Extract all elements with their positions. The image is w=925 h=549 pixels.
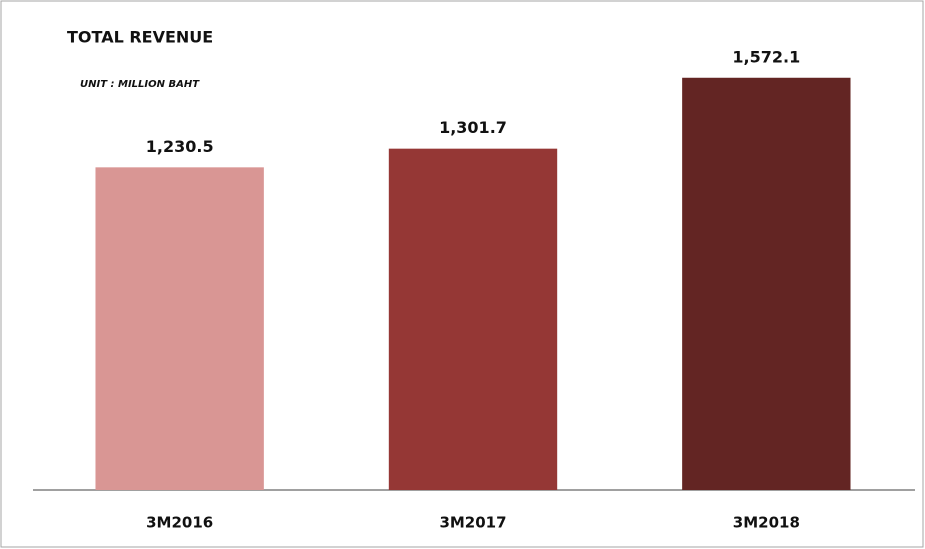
bar [682,77,851,491]
value-label: 1,301.7 [439,118,507,137]
bar [388,148,558,490]
bar [95,167,264,490]
value-label: 1,230.5 [146,137,214,156]
chart-title: TOTAL REVENUE [67,28,213,47]
x-tick-label: 3M2017 [439,514,506,532]
value-label: 1,572.1 [732,47,800,66]
x-tick-label: 3M2018 [733,514,800,532]
x-tick-label: 3M2016 [146,514,213,532]
chart-subtitle: UNIT : MILLION BAHT [80,79,200,90]
